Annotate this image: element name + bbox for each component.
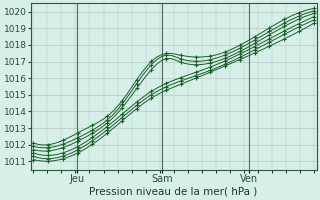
X-axis label: Pression niveau de la mer( hPa ): Pression niveau de la mer( hPa ) xyxy=(90,187,258,197)
